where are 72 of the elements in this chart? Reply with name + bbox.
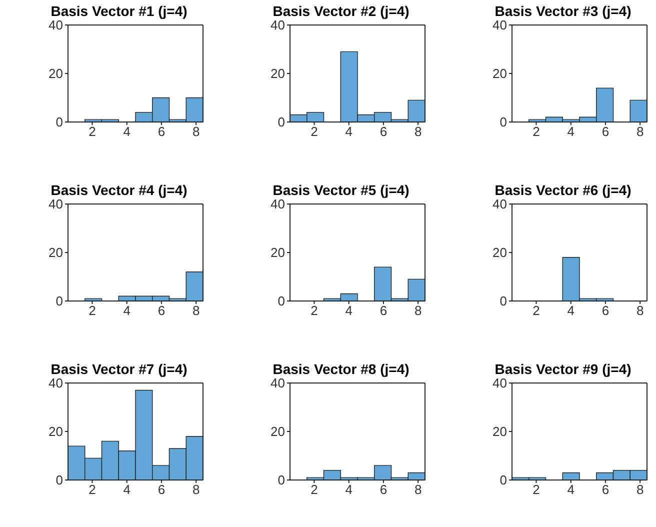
y-tick-label: 40 bbox=[48, 196, 63, 212]
y-tick-label: 20 bbox=[270, 245, 285, 260]
y-tick-label: 0 bbox=[278, 114, 285, 130]
x-tick-label: 2 bbox=[310, 482, 318, 498]
y-tick-label: 0 bbox=[500, 472, 507, 488]
x-tick-label: 4 bbox=[123, 482, 130, 498]
y-tick-label: 20 bbox=[270, 424, 285, 440]
y-tick-label: 40 bbox=[270, 196, 285, 212]
y-tick-label: 20 bbox=[270, 66, 285, 82]
x-tick-label: 6 bbox=[158, 482, 166, 498]
x-tick-label: 2 bbox=[532, 482, 540, 498]
y-tick-label: 0 bbox=[500, 294, 507, 309]
x-tick-label: 8 bbox=[192, 482, 200, 498]
x-tick-label: 6 bbox=[380, 482, 388, 498]
x-tick-label: 6 bbox=[380, 303, 388, 318]
x-tick-label: 8 bbox=[636, 303, 644, 318]
x-tick-label: 6 bbox=[602, 303, 610, 318]
x-tick-label: 2 bbox=[532, 124, 540, 140]
x-tick-label: 2 bbox=[88, 124, 96, 140]
y-tick-label: 0 bbox=[56, 294, 63, 309]
chart-title: Basis Vector #3 (j=4) bbox=[494, 3, 632, 19]
y-tick-label: 40 bbox=[48, 18, 63, 33]
x-tick-label: 6 bbox=[158, 303, 166, 318]
x-tick-label: 4 bbox=[345, 303, 352, 318]
chart-title: Basis Vector #6 (j=4) bbox=[494, 182, 632, 198]
y-tick-label: 0 bbox=[278, 472, 285, 488]
chart-title: Basis Vector #9 (j=4) bbox=[494, 361, 632, 377]
y-tick-label: 40 bbox=[492, 376, 507, 391]
x-tick-label: 2 bbox=[88, 303, 96, 318]
chart-title: Basis Vector #5 (j=4) bbox=[272, 182, 410, 198]
y-tick-label: 40 bbox=[48, 376, 63, 391]
x-tick-label: 8 bbox=[192, 303, 200, 318]
chart-title: Basis Vector #8 (j=4) bbox=[272, 361, 410, 377]
y-tick-label: 20 bbox=[492, 424, 507, 440]
y-tick-label: 40 bbox=[270, 18, 285, 33]
chart-title: Basis Vector #7 (j=4) bbox=[50, 361, 188, 377]
x-tick-label: 6 bbox=[380, 124, 388, 140]
x-tick-label: 4 bbox=[345, 124, 352, 140]
y-tick-label: 0 bbox=[56, 114, 63, 130]
y-tick-label: 40 bbox=[270, 376, 285, 391]
x-tick-label: 2 bbox=[310, 303, 318, 318]
x-tick-label: 6 bbox=[158, 124, 166, 140]
x-tick-label: 4 bbox=[567, 482, 574, 498]
x-tick-label: 6 bbox=[602, 124, 610, 140]
x-tick-label: 2 bbox=[88, 482, 96, 498]
chart-title: Basis Vector #4 (j=4) bbox=[50, 182, 188, 198]
y-tick-label: 20 bbox=[48, 245, 63, 260]
x-tick-label: 8 bbox=[414, 482, 422, 498]
x-tick-label: 2 bbox=[532, 303, 540, 318]
x-tick-label: 8 bbox=[636, 482, 644, 498]
x-tick-label: 4 bbox=[567, 303, 574, 318]
y-tick-label: 20 bbox=[492, 245, 507, 260]
y-tick-label: 0 bbox=[278, 294, 285, 309]
x-tick-label: 2 bbox=[310, 124, 318, 140]
y-tick-label: 40 bbox=[492, 196, 507, 212]
x-tick-label: 4 bbox=[567, 124, 574, 140]
x-tick-label: 4 bbox=[123, 124, 130, 140]
x-tick-label: 8 bbox=[636, 124, 644, 140]
chart-title: Basis Vector #2 (j=4) bbox=[272, 3, 410, 19]
y-tick-label: 20 bbox=[492, 66, 507, 82]
y-tick-label: 40 bbox=[492, 18, 507, 33]
x-tick-label: 8 bbox=[192, 124, 200, 140]
x-tick-label: 4 bbox=[123, 303, 130, 318]
y-tick-label: 0 bbox=[500, 114, 507, 130]
y-tick-label: 20 bbox=[48, 424, 63, 440]
x-tick-label: 8 bbox=[414, 124, 422, 140]
x-tick-label: 8 bbox=[414, 303, 422, 318]
y-tick-label: 0 bbox=[56, 472, 63, 488]
chart-title: Basis Vector #1 (j=4) bbox=[50, 3, 188, 19]
x-tick-label: 4 bbox=[345, 482, 352, 498]
x-tick-label: 6 bbox=[602, 482, 610, 498]
y-tick-label: 20 bbox=[48, 66, 63, 82]
